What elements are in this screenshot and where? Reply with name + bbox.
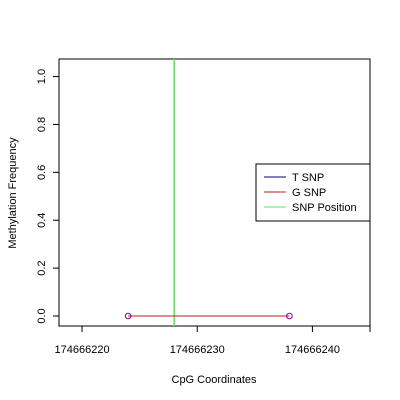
- y-tick-label-5: 1.0: [36, 69, 48, 84]
- x-axis-title: CpG Coordinates: [172, 374, 257, 386]
- y-axis-title: Methylation Frequency: [7, 137, 19, 249]
- y-tick-label-0: 0.0: [36, 308, 48, 323]
- data-point-g-snp-0: [124, 312, 132, 320]
- y-tick-label-3: 0.6: [36, 165, 48, 180]
- y-tick-label-1: 0.2: [36, 260, 48, 275]
- legend-label-t-snp: T SNP: [292, 172, 324, 184]
- chart-marks: [124, 59, 293, 326]
- x-tick-label-0: 174666220: [55, 344, 110, 356]
- y-tick-label-2: 0.4: [36, 213, 48, 228]
- legend: T SNP G SNP SNP Position: [255, 163, 371, 222]
- x-axis: 174666220 174666230 174666240: [55, 326, 371, 356]
- legend-label-snp-position: SNP Position: [292, 202, 357, 214]
- legend-label-g-snp: G SNP: [292, 187, 326, 199]
- x-tick-label-1: 174666230: [170, 344, 225, 356]
- data-point-g-snp-1: [286, 312, 293, 320]
- x-tick-label-2: 174666240: [285, 344, 340, 356]
- y-axis: 0.0 0.2 0.4 0.6 0.8 1.0: [36, 69, 59, 324]
- y-tick-label-4: 0.8: [36, 117, 48, 132]
